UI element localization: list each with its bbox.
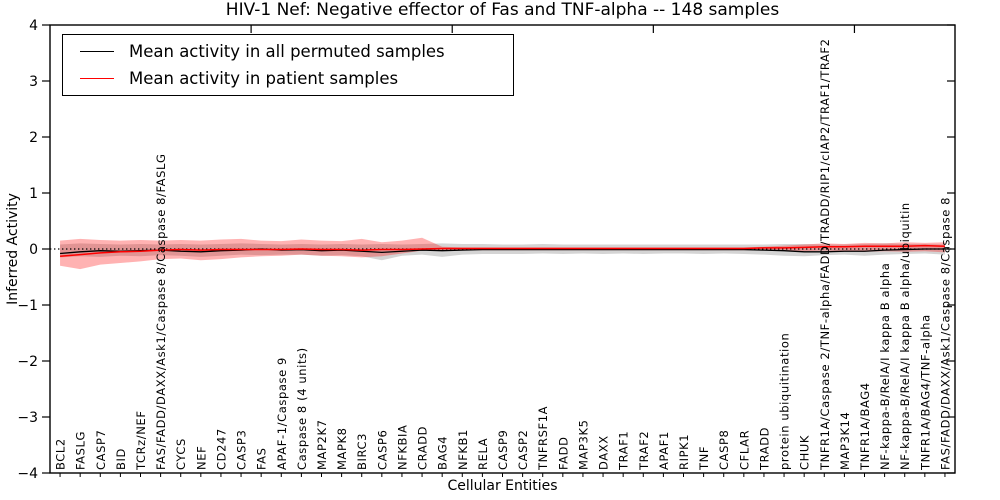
x-tick-label: RELA [476,438,490,470]
x-tick-label: NF-kappa-B/RelA/I kappa B alpha/ubiquiti… [898,202,912,470]
x-tick-label: FAS [255,447,269,470]
y-tick-label: 4 [29,18,38,34]
x-tick-label: FASLG [74,431,88,470]
y-tick-label: 1 [29,186,38,202]
y-tick-label: −1 [17,298,38,314]
x-tick-label: FAS/FADD/DAXX/Ask1/Caspase 8/Caspase 8/F… [154,153,168,470]
legend: Mean activity in all permuted samples Me… [62,34,514,96]
x-tick-label: CASP3 [235,430,249,470]
x-tick-label: protein ubiquitination [778,333,792,470]
y-tick-label: 2 [29,130,38,146]
x-tick-label: BCL2 [54,438,68,470]
y-tick-label: −3 [17,410,38,426]
legend-label-patient: Mean activity in patient samples [129,68,399,88]
x-tick-label: BIRC3 [355,433,369,470]
legend-entry-patient: Mean activity in patient samples [80,69,513,88]
x-tick-label: CASP6 [375,430,389,470]
y-tick-label: 0 [29,242,38,258]
x-tick-label: TNFR1A/BAG4 [858,382,872,471]
chart-title: HIV-1 Nef: Negative effector of Fas and … [225,0,780,20]
x-tick-label: BID [114,448,128,470]
x-tick-label: CD247 [214,428,228,470]
x-tick-label: NF-kappa-B/RelA/I kappa B alpha [878,263,892,470]
x-tick-label: CASP2 [516,430,530,470]
x-tick-label: MAP3K5 [576,420,590,471]
x-tick-label: NFKB1 [456,429,470,470]
x-tick-label: DAXX [597,435,611,470]
x-tick-label: BAG4 [436,436,450,470]
series-line-0 [60,248,945,255]
legend-entry-permuted: Mean activity in all permuted samples [80,42,513,61]
x-tick-label: TRAF1 [617,431,631,471]
confidence-band-0 [60,243,945,261]
x-tick-label: Caspase 8 (4 units) [295,347,309,470]
legend-label-permuted: Mean activity in all permuted samples [129,42,445,62]
legend-line-permuted-icon [80,51,114,53]
y-tick-label: 3 [29,74,38,90]
x-tick-label: CRADD [416,426,430,470]
x-tick-label: MAP3K14 [838,412,852,470]
x-tick-label: CASP8 [717,430,731,470]
x-tick-label: FAS/FADD/DAXX/Ask1/Caspase 8/Caspase 8 [938,197,952,470]
x-tick-label: CYCS [174,438,188,470]
series-line-1 [59,244,945,258]
x-tick-label: NEF [194,446,208,470]
x-tick-label: TNFR1A/Caspase 2/TNF-alpha/FADD/TRADD/RI… [818,38,832,471]
x-tick-label: FADD [556,436,570,470]
x-tick-label: CHUK [798,435,812,470]
y-tick-label: −4 [17,466,38,482]
x-tick-label: NFKBIA [395,424,409,470]
x-tick-label: CASP9 [496,430,510,470]
x-tick-label: APAF-1/Caspase 9 [275,357,289,470]
x-tick-label: CFLAR [737,430,751,470]
x-tick-label: MAP2K7 [315,420,329,471]
x-tick-label: CASP7 [94,430,108,470]
y-axis-label: Inferred Activity [5,193,21,305]
x-tick-label: TNFR1A/BAG4/TNF-alpha [918,314,932,471]
x-tick-label: TRADD [757,427,771,471]
x-tick-label: APAF1 [657,431,671,470]
y-tick-label: −2 [17,354,38,370]
legend-line-patient-icon [80,77,114,79]
x-tick-label: MAPK8 [335,427,349,470]
x-axis-label: Cellular Entities [447,478,558,494]
x-tick-label: TRAF2 [637,431,651,471]
x-tick-label: TNF [697,446,711,471]
x-tick-label: RIPK1 [677,434,691,470]
x-tick-label: TCRz/NEF [134,410,148,471]
confidence-band-1 [60,237,945,270]
x-tick-label: TNFRSF1A [536,406,550,471]
